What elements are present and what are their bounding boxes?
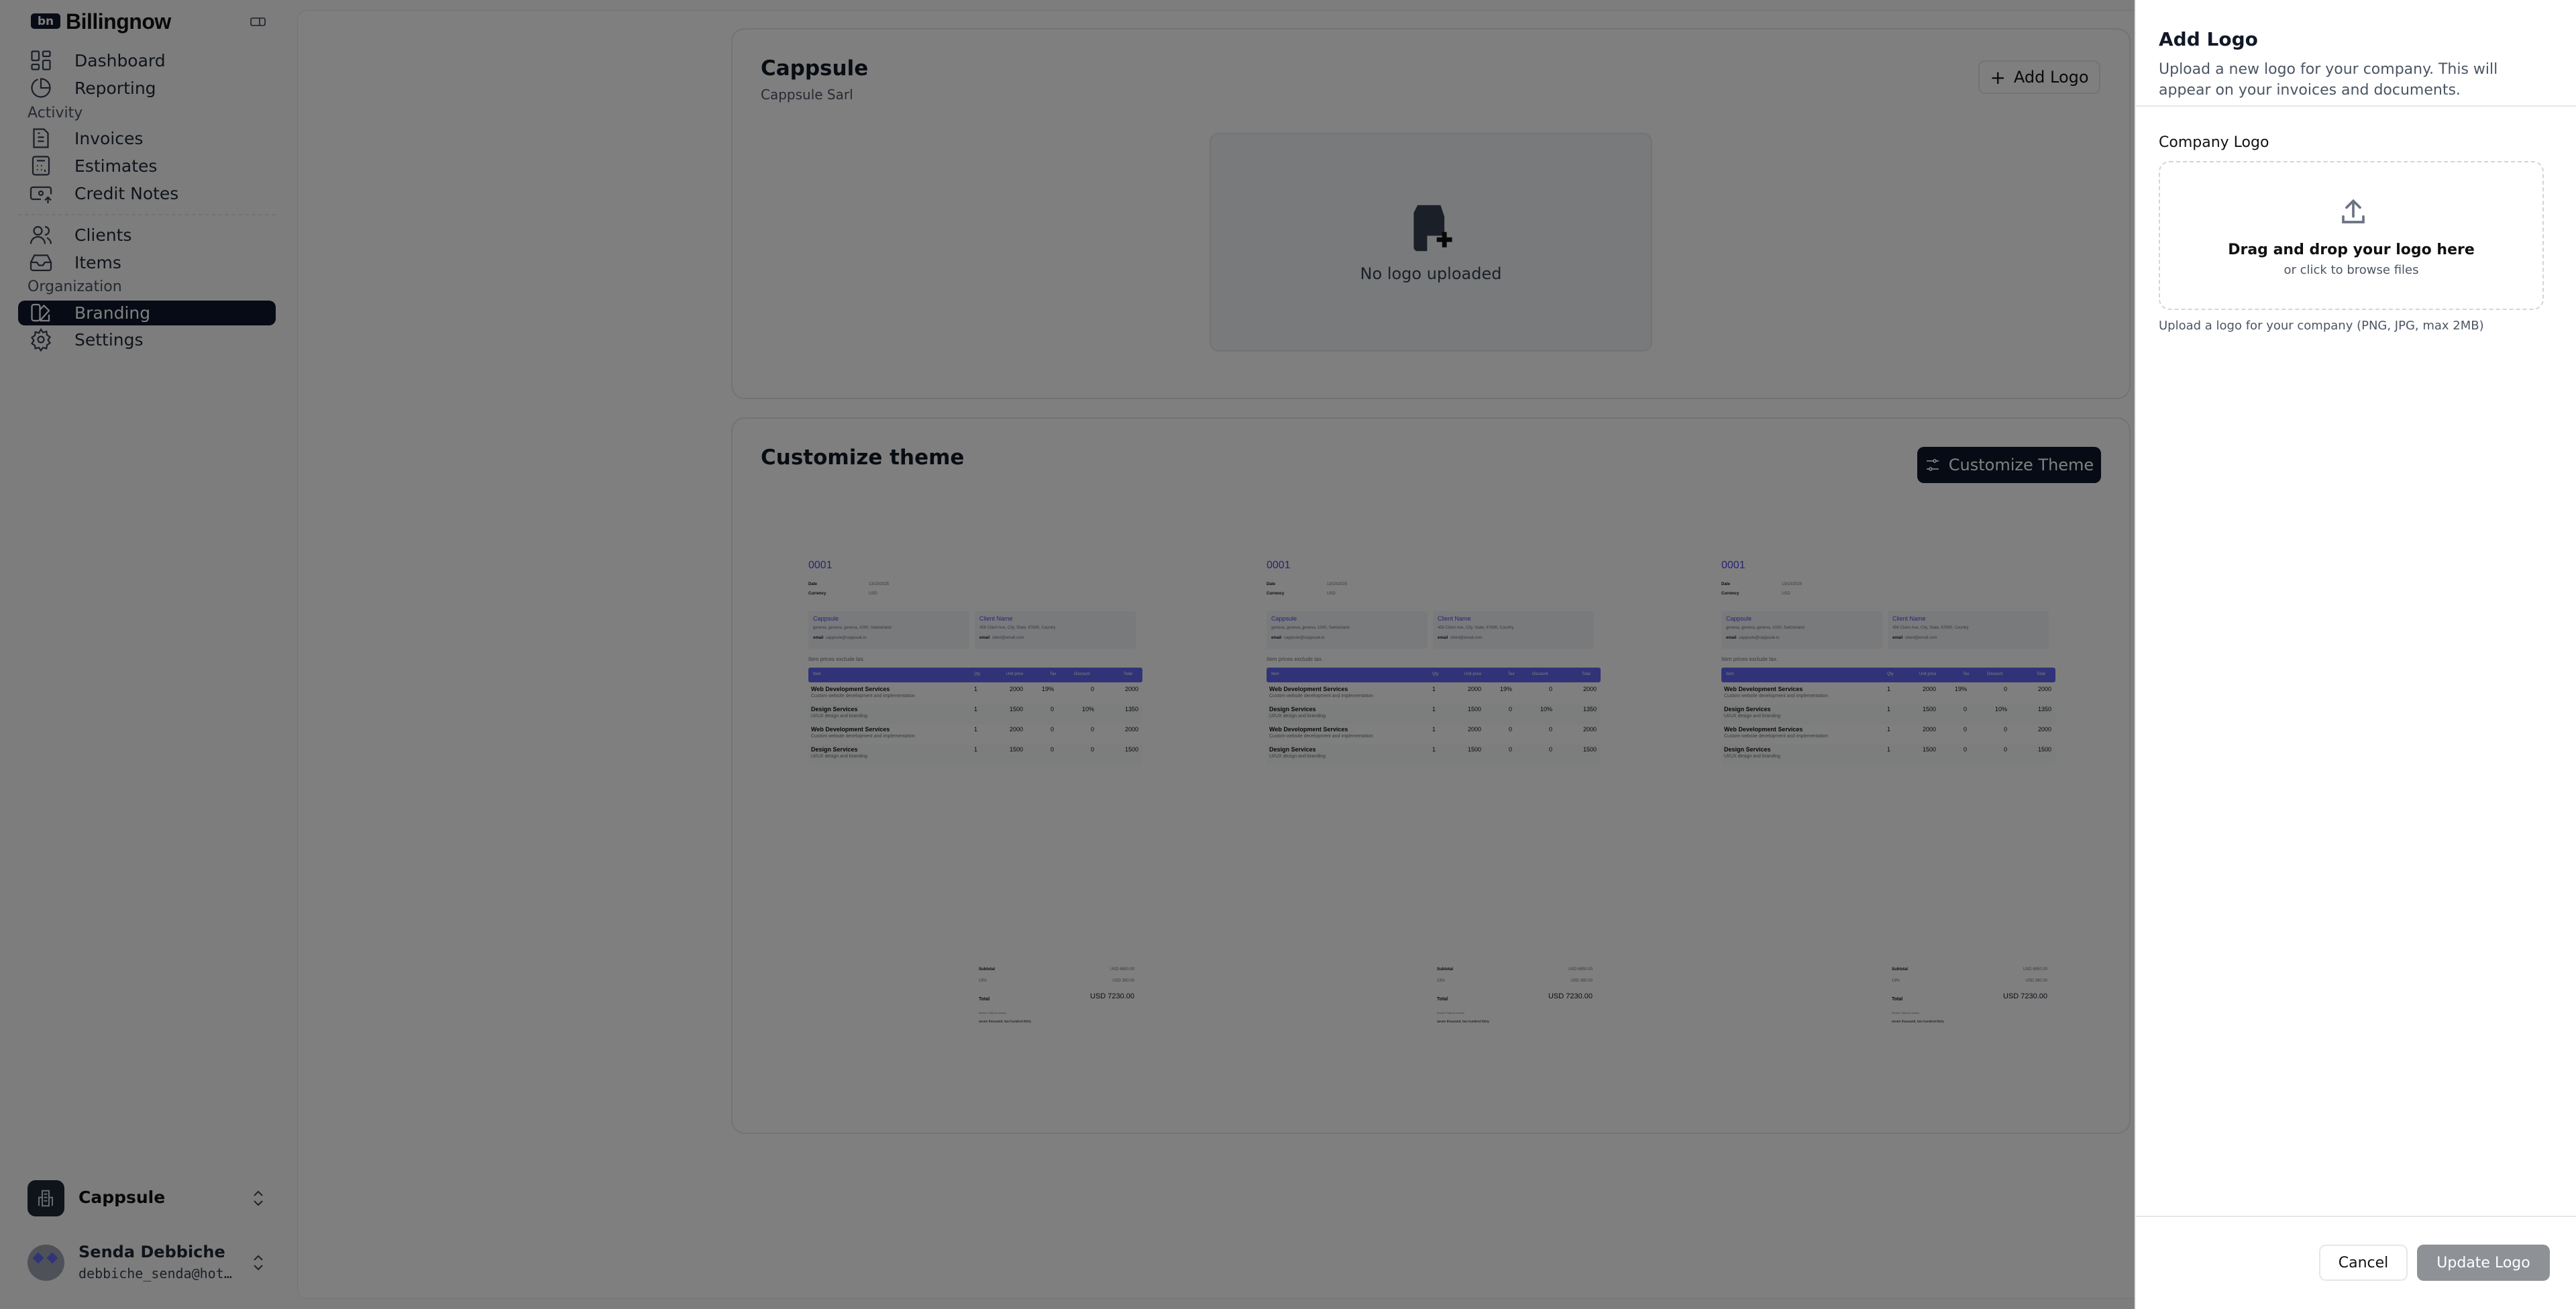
upload-icon (2342, 199, 2365, 223)
modal-backdrop[interactable] (0, 0, 2135, 1309)
cancel-button[interactable]: Cancel (2319, 1245, 2408, 1281)
logo-dropzone[interactable]: Drag and drop your logo here or click to… (2159, 161, 2544, 310)
sheet-description: Upload a new logo for your company. This… (2159, 61, 2498, 99)
dropzone-title: Drag and drop your logo here (2228, 242, 2475, 258)
sheet-title: Add Logo (2159, 28, 2258, 50)
logo-help-text: Upload a logo for your company (PNG, JPG… (2159, 319, 2484, 333)
dropzone-subtitle: or click to browse files (2284, 263, 2419, 277)
update-logo-button[interactable]: Update Logo (2417, 1245, 2550, 1281)
sheet-divider (2136, 105, 2576, 107)
company-logo-label: Company Logo (2159, 134, 2269, 151)
footer-divider (2136, 1216, 2576, 1217)
add-logo-sheet: Add Logo Upload a new logo for your comp… (2135, 0, 2576, 1309)
